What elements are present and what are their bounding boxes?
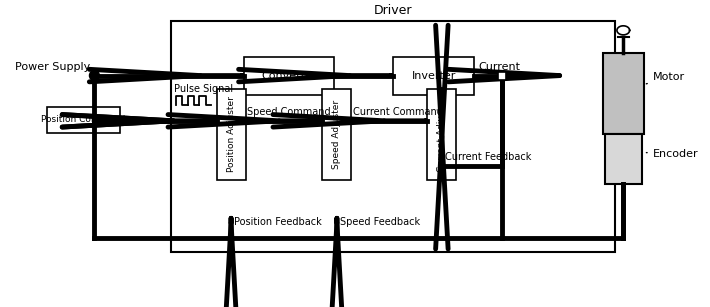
Text: Speed Command: Speed Command	[247, 107, 331, 117]
Bar	[427, 89, 457, 180]
Text: Current: Current	[478, 62, 520, 72]
Bar	[322, 89, 351, 180]
Text: Converter: Converter	[261, 71, 317, 80]
Bar	[217, 89, 246, 180]
Circle shape	[89, 71, 99, 80]
Text: Current Command: Current Command	[353, 107, 443, 117]
Text: Position Adjuster: Position Adjuster	[226, 96, 236, 172]
Bar	[244, 56, 334, 95]
Bar	[605, 134, 642, 184]
Text: Speed Adjuster: Speed Adjuster	[332, 100, 342, 169]
Text: Motor: Motor	[646, 72, 685, 84]
Bar	[498, 72, 506, 80]
Text: Pulse Signal: Pulse Signal	[174, 84, 233, 94]
Text: Current Adjuster: Current Adjuster	[437, 97, 447, 172]
Text: Position Command: Position Command	[41, 115, 126, 124]
Bar	[171, 21, 615, 252]
Text: Driver: Driver	[373, 4, 413, 17]
Text: Speed Feedback: Speed Feedback	[339, 217, 420, 227]
Bar	[603, 53, 644, 134]
Text: Encoder: Encoder	[646, 149, 699, 159]
Text: Current Feedback: Current Feedback	[445, 152, 532, 162]
Text: Position Feedback: Position Feedback	[234, 217, 322, 227]
Bar	[393, 56, 474, 95]
Text: Inverter: Inverter	[412, 71, 456, 80]
Bar	[48, 107, 120, 133]
Text: Power Supply: Power Supply	[15, 62, 90, 72]
